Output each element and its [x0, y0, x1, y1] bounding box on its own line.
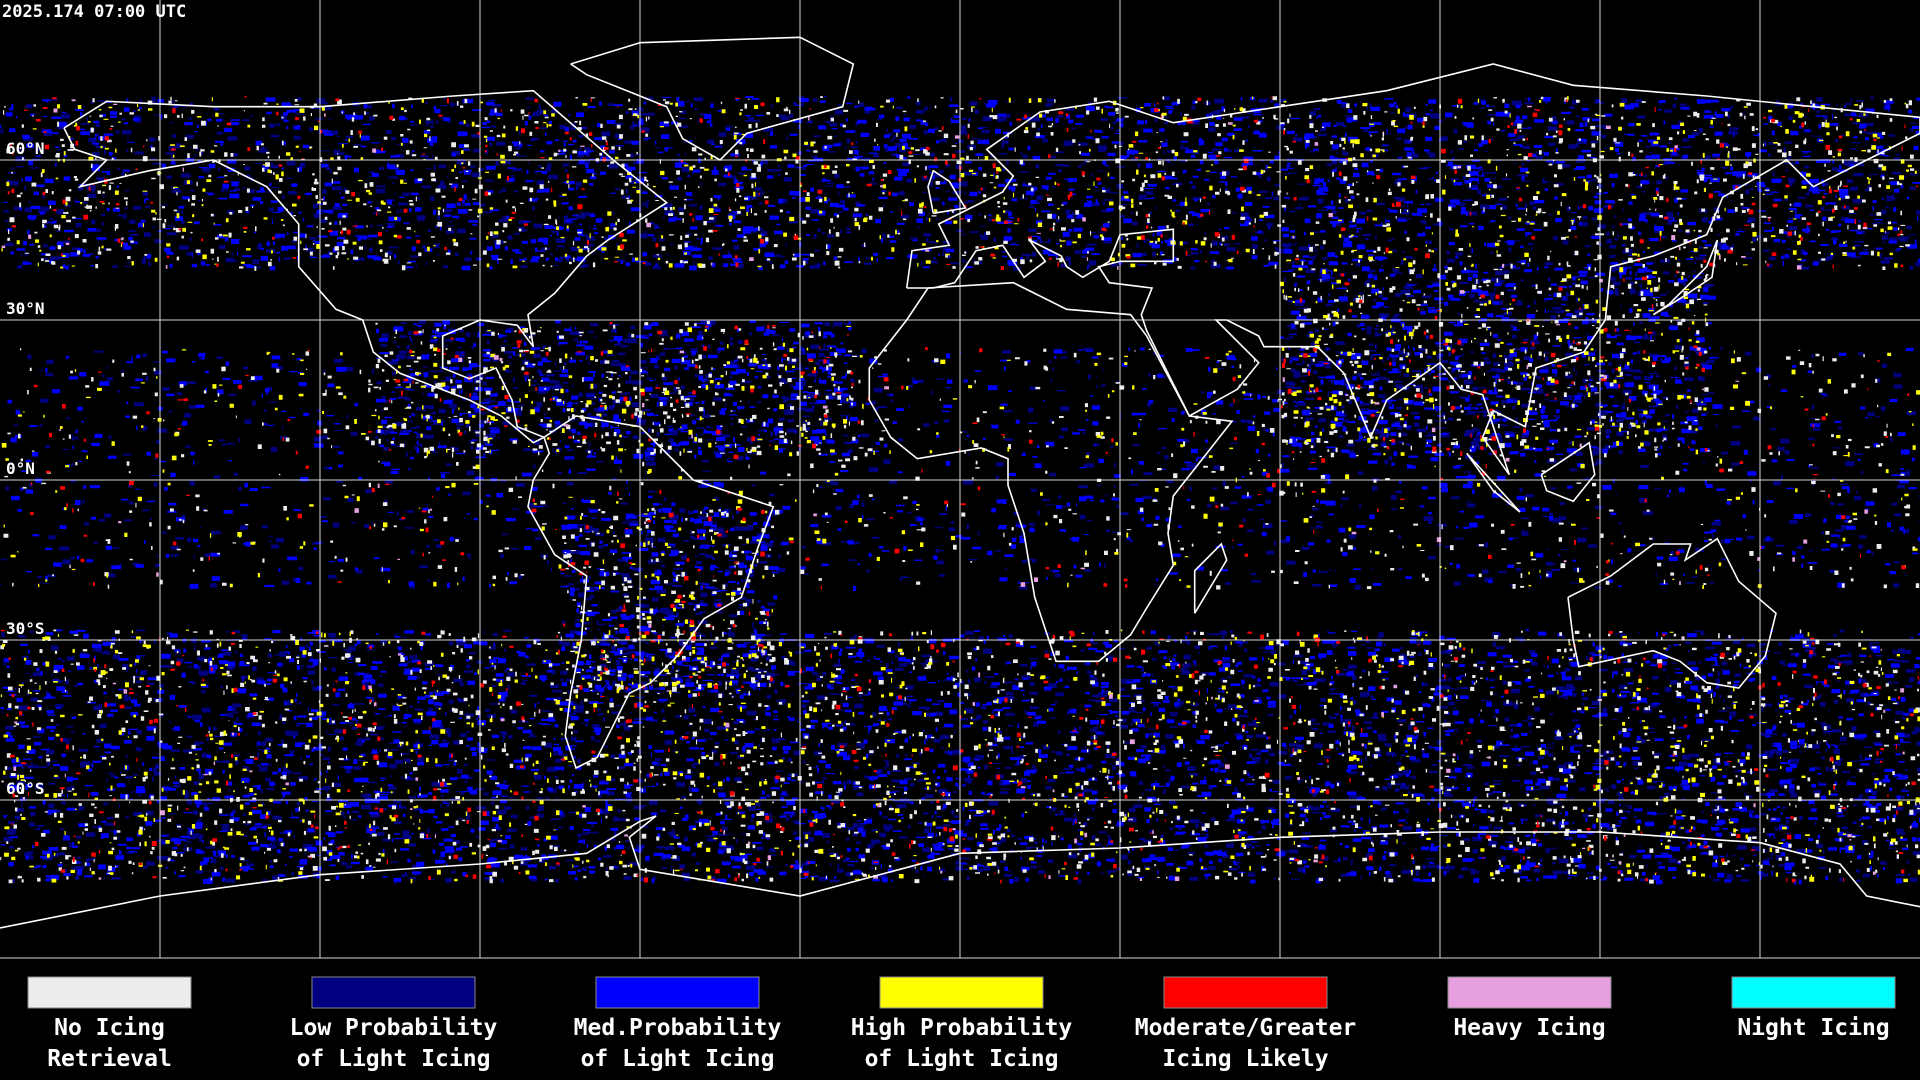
coastline	[63, 89, 669, 444]
legend-label: Low Probability	[290, 1015, 498, 1041]
coastline	[905, 63, 1920, 476]
latitude-label: 30°S	[6, 619, 45, 638]
legend-label: Heavy Icing	[1453, 1015, 1605, 1041]
legend-label: Night Icing	[1737, 1015, 1889, 1041]
legend-label: Retrieval	[47, 1046, 172, 1072]
legend-label: Moderate/Greater	[1135, 1015, 1357, 1041]
coastline	[1567, 537, 1777, 689]
legend-label: No Icing	[54, 1015, 165, 1041]
latitude-label: 60°N	[6, 139, 45, 158]
legend-label: High Probability	[851, 1015, 1073, 1041]
latitude-labels: 60°N 30°N 0°N 30°S 60°S	[6, 139, 45, 798]
coastline	[1193, 542, 1228, 614]
legend-swatch	[1163, 976, 1328, 1009]
timestamp: 2025.174 07:00 UTC	[2, 2, 186, 22]
legend-swatch	[27, 976, 192, 1009]
legend-swatch	[595, 976, 760, 1009]
legend-label: Med.Probability	[574, 1015, 782, 1041]
graticule	[0, 0, 1920, 959]
coastline	[868, 281, 1234, 663]
legend: No Icing Retrieval Low Probability of Light…	[27, 976, 1896, 1072]
legend-swatch	[311, 976, 476, 1009]
legend-swatch	[879, 976, 1044, 1009]
legend-label: Icing Likely	[1162, 1046, 1328, 1072]
legend-swatch	[1447, 976, 1612, 1009]
latitude-label: 0°N	[6, 459, 35, 478]
latitude-label: 30°N	[6, 299, 45, 318]
legend-swatch	[1731, 976, 1896, 1009]
icing-speckles	[0, 96, 1920, 884]
coastline	[527, 415, 775, 770]
legend-label: of Light Icing	[581, 1046, 775, 1072]
latitude-label: 60°S	[6, 779, 45, 798]
legend-label: of Light Icing	[865, 1046, 1059, 1072]
coastline	[1540, 441, 1596, 503]
coastline	[1652, 239, 1719, 316]
legend-label: of Light Icing	[297, 1046, 491, 1072]
coastline	[1466, 452, 1521, 513]
